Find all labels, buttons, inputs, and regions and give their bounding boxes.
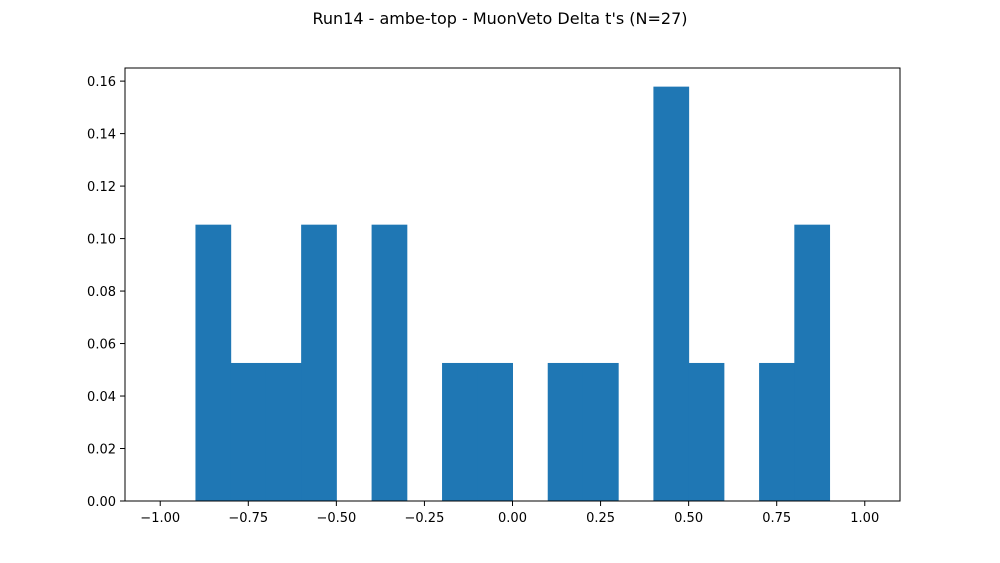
histogram-bar-7	[547, 362, 584, 501]
x-tick-label: −0.75	[228, 511, 268, 526]
y-tick-label: 0.16	[87, 75, 116, 90]
histogram-bar-6	[477, 362, 513, 501]
y-tick-label: 0.04	[87, 390, 116, 405]
histogram-bar-2	[265, 362, 302, 501]
histogram-bar-8	[582, 362, 619, 501]
x-tick-label: 1.00	[850, 511, 879, 526]
histogram-bar-1	[230, 362, 267, 501]
x-tick-label: −0.25	[405, 511, 445, 526]
histogram-bar-4	[371, 224, 408, 501]
histogram-bar-10	[688, 362, 725, 501]
y-tick-label: 0.08	[87, 285, 116, 300]
x-tick-label: 0.75	[762, 511, 791, 526]
histogram-bar-12	[794, 224, 831, 501]
y-tick-label: 0.06	[87, 338, 116, 353]
histogram-bar-9	[653, 86, 690, 502]
y-tick-label: 0.12	[87, 180, 116, 195]
y-tick-label: 0.10	[87, 233, 116, 248]
x-tick-label: −1.00	[140, 511, 180, 526]
x-tick-label: −0.50	[316, 511, 356, 526]
x-tick-label: 0.00	[498, 511, 527, 526]
y-tick-label: 0.02	[87, 443, 116, 458]
x-tick-label: 0.50	[674, 511, 703, 526]
histogram-bar-3	[301, 224, 337, 501]
x-axis: −1.00 −0.75 −0.50 −0.25 0.00 0.25 0.50 0.75 1.00	[140, 501, 879, 526]
histogram-bar-11	[759, 362, 795, 501]
histogram-bar-0	[195, 224, 232, 501]
x-tick-label: 0.25	[586, 511, 615, 526]
y-axis: 0.00 0.02 0.04 0.06 0.08 0.10 0.12 0.14 0.16	[87, 75, 125, 510]
histogram-bar-5	[442, 362, 478, 501]
bars-group	[195, 86, 831, 502]
plot-frame	[124, 67, 901, 502]
y-tick-label: 0.14	[87, 128, 116, 143]
chart-title: Run14 - ambe-top - MuonVeto Delta t's (N…	[313, 9, 688, 28]
y-tick-label: 0.00	[87, 495, 116, 510]
